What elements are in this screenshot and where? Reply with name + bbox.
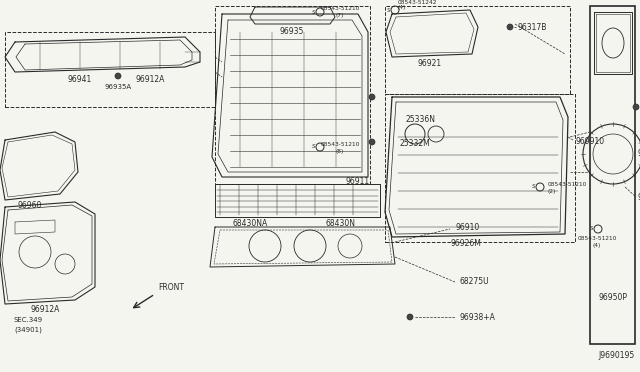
Text: 96926M: 96926M: [451, 240, 481, 248]
Text: 96921: 96921: [418, 60, 442, 68]
Text: 96912A: 96912A: [135, 76, 164, 84]
Text: SEC.349: SEC.349: [13, 317, 43, 323]
Text: S: S: [312, 10, 315, 15]
Text: FRONT: FRONT: [158, 283, 184, 292]
Bar: [385, 6, 570, 94]
Text: 08543-51210: 08543-51210: [320, 6, 360, 12]
Text: 08543-51210: 08543-51210: [320, 141, 360, 147]
Bar: [215, 6, 370, 184]
Text: 68275U: 68275U: [460, 278, 490, 286]
Text: (4): (4): [398, 6, 406, 10]
Text: 25336N: 25336N: [405, 115, 435, 125]
Text: 96938: 96938: [637, 150, 640, 158]
Circle shape: [369, 139, 375, 145]
Text: 08543-51210: 08543-51210: [548, 182, 588, 186]
Text: S: S: [589, 227, 593, 231]
Text: 96935: 96935: [280, 28, 304, 36]
Bar: [385, 94, 575, 242]
Circle shape: [507, 24, 513, 30]
Text: 68430NA: 68430NA: [232, 219, 268, 228]
Text: (4): (4): [593, 244, 601, 248]
Text: 96935A: 96935A: [104, 84, 132, 90]
Text: S: S: [312, 144, 315, 150]
Text: 96910: 96910: [455, 222, 479, 231]
Text: 96938+A: 96938+A: [460, 312, 496, 321]
Text: 08543-51242: 08543-51242: [398, 0, 438, 4]
Text: (8): (8): [336, 148, 344, 154]
Text: S: S: [387, 7, 390, 13]
Bar: [590, 6, 635, 344]
Text: 96911: 96911: [346, 176, 370, 186]
Text: 96960: 96960: [18, 202, 42, 211]
Bar: [5, 32, 215, 107]
Text: 96950P: 96950P: [598, 292, 627, 301]
Circle shape: [407, 314, 413, 320]
Text: 68430N: 68430N: [325, 219, 355, 228]
Text: 969910: 969910: [575, 138, 604, 147]
Text: (2): (2): [548, 189, 556, 193]
Circle shape: [115, 73, 121, 79]
Text: 96965P: 96965P: [638, 192, 640, 202]
Circle shape: [369, 94, 375, 100]
Text: S: S: [531, 185, 535, 189]
Text: 25332M: 25332M: [399, 140, 430, 148]
Text: (34901): (34901): [14, 327, 42, 333]
Text: (7): (7): [336, 13, 344, 19]
Text: 96317B: 96317B: [518, 22, 547, 32]
Text: 96912A: 96912A: [30, 305, 60, 314]
Circle shape: [633, 104, 639, 110]
Text: 96941: 96941: [68, 76, 92, 84]
Text: 08543-51210: 08543-51210: [577, 237, 617, 241]
Text: J9690195: J9690195: [599, 351, 635, 360]
